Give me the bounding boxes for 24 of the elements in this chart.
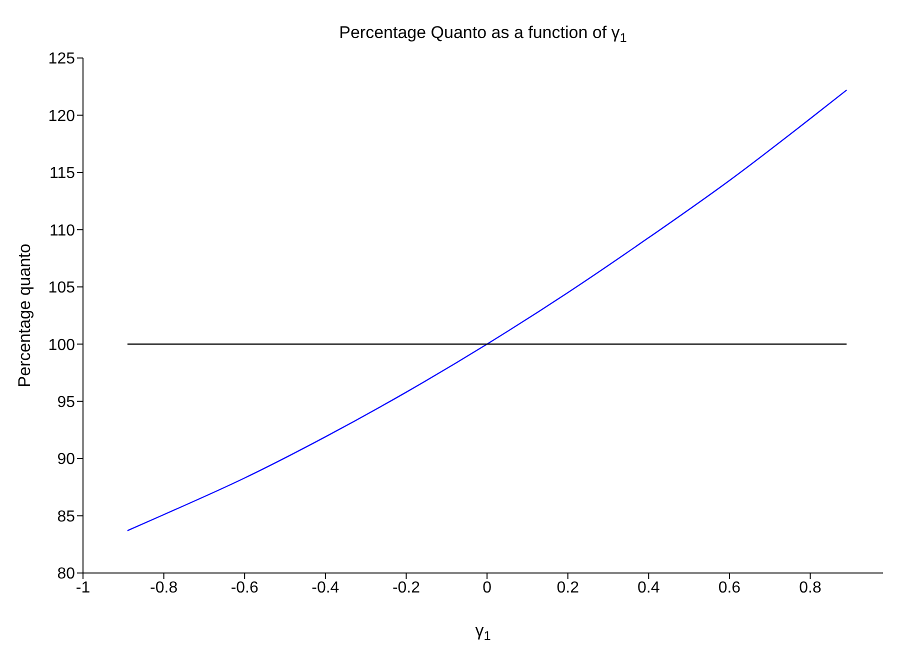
x-tick-label: -0.8 — [150, 579, 178, 596]
y-tick-label: 100 — [48, 336, 76, 354]
y-tick-label: 80 — [57, 566, 76, 583]
y-tick-label: 110 — [49, 222, 76, 240]
x-tick-label: -1 — [76, 579, 90, 596]
y-tick-label: 120 — [48, 108, 76, 125]
x-tick-label: 0.2 — [556, 579, 580, 596]
y-tick-label: 85 — [57, 508, 76, 526]
chart-title: Percentage Quanto as a function of γ$_{1}$ — [339, 23, 627, 45]
y-tick-label: 95 — [57, 394, 76, 412]
x-tick-label: 0.4 — [638, 579, 660, 596]
y-tick-label: 125 — [48, 50, 76, 68]
x-tick-label: -0.2 — [392, 579, 420, 596]
y-tick-label: 115 — [49, 165, 76, 182]
x-tick-label: 0.8 — [799, 579, 822, 596]
line-series — [126, 89, 848, 532]
y-axis-title: Percentage quanto — [15, 244, 34, 388]
x-tick-label: 0 — [482, 579, 492, 596]
y-tick-label: 90 — [57, 451, 76, 468]
x-tick-label: -0.4 — [312, 579, 340, 596]
x-tick-label: -0.6 — [230, 579, 258, 596]
x-tick-label: 0.6 — [718, 579, 741, 596]
x-axis-title: γ$_{1}$ — [475, 621, 491, 643]
y-tick-label: 105 — [48, 280, 76, 297]
